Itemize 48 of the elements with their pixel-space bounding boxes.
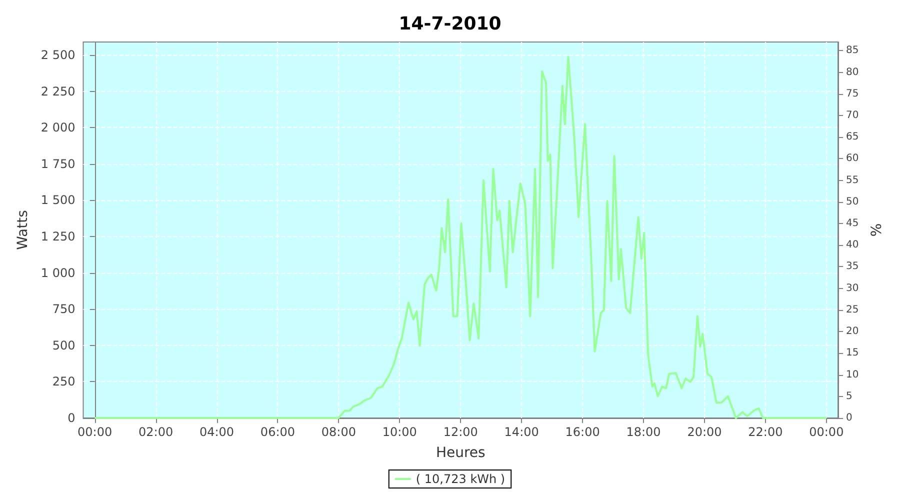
x-tick-label: 14:00 [504, 425, 539, 439]
y2-tick-label: 30 [846, 282, 859, 294]
x-tick-label: 00:00 [78, 425, 112, 439]
y-tick-label: 500 [52, 338, 76, 352]
x-tick-label: 08:00 [321, 425, 356, 439]
x-tick-label: 10:00 [382, 425, 417, 439]
y2-tick-label: 65 [846, 132, 859, 143]
y2-tick-label: 60 [846, 153, 859, 164]
y2-tick-label: 75 [846, 88, 859, 100]
chart-title: 14-7-2010 [398, 14, 502, 34]
y-tick-label: 1 750 [40, 156, 76, 171]
x-tick-label: 00:00 [809, 425, 844, 439]
x-tick-label: 02:00 [138, 425, 174, 439]
y2-tick-label: 45 [846, 218, 859, 230]
y2-tick-label: 25 [846, 304, 859, 316]
y-tick-label: 1 500 [40, 193, 76, 208]
y2-tick-label: 40 [846, 240, 859, 251]
line-series [94, 56, 828, 419]
y2-tick-label: 35 [846, 261, 859, 272]
y2-tick-label: 5 [846, 390, 852, 402]
y-tick-label: 2 250 [40, 84, 76, 98]
y2-tick-label: 50 [846, 196, 859, 208]
y2-tick-label: 15 [846, 348, 859, 359]
y-tick-label: 2 500 [40, 48, 76, 62]
y-tick-label: 1 250 [40, 230, 76, 244]
y2-tick-label: 55 [846, 174, 859, 186]
y-axis-title: Watts [15, 210, 31, 250]
y2-tick-label: 10 [846, 369, 859, 380]
x-tick-label: 12:00 [443, 425, 478, 439]
y-tick-label: 750 [52, 302, 76, 316]
x-axis-title: Heures [436, 445, 486, 461]
x-tick-label: 06:00 [260, 425, 296, 439]
y-tick-label: 1 000 [40, 266, 76, 280]
x-tick-label: 16:00 [565, 425, 600, 439]
y-tick-label: 2 000 [40, 120, 76, 135]
x-tick-label: 20:00 [687, 425, 722, 439]
y2-axis-title: % [869, 223, 885, 237]
x-tick-label: 22:00 [748, 425, 783, 439]
y2-tick-label: 20 [846, 326, 859, 338]
x-tick-label: 18:00 [626, 425, 661, 439]
y2-tick-label: 70 [846, 110, 859, 121]
y-tick-label: 0 [68, 411, 76, 425]
y-tick-label: 250 [52, 374, 76, 389]
legend-label: ( 10,723 kWh ) [416, 472, 506, 486]
y2-tick-label: 0 [846, 412, 852, 424]
y2-tick-label: 85 [846, 45, 859, 56]
y2-tick-label: 80 [846, 66, 859, 78]
x-tick-label: 04:00 [199, 425, 234, 439]
